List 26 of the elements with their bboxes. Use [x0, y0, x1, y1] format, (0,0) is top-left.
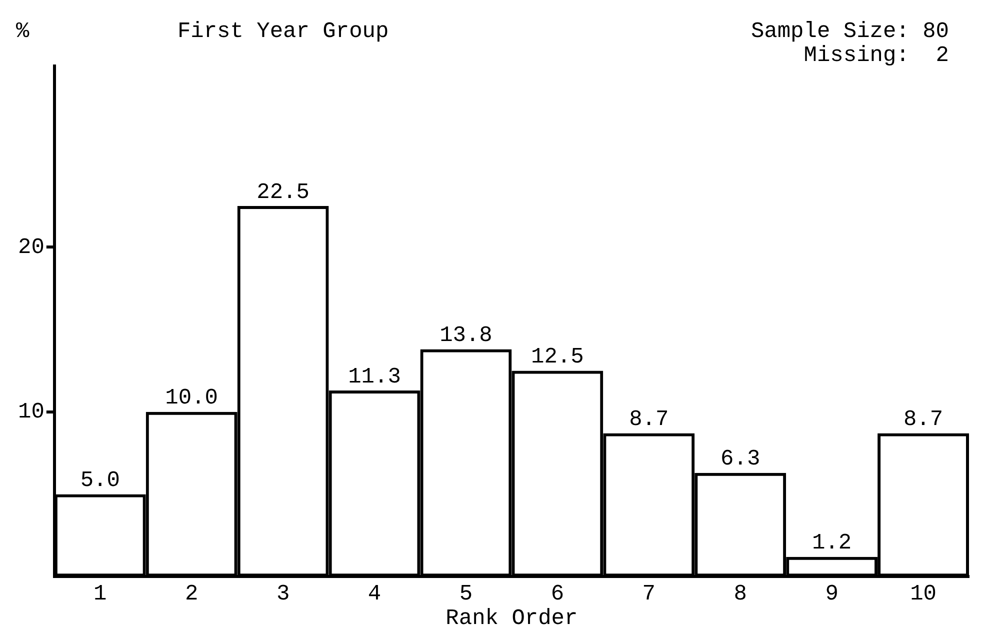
- annotation: Missing: 2: [804, 42, 949, 68]
- y-axis-title: %: [16, 18, 30, 44]
- chart-title: First Year Group: [177, 18, 389, 44]
- data-label: 8.7: [903, 407, 944, 432]
- text: Sample Size: 80: [750, 18, 949, 44]
- data-label: 1.2: [812, 530, 852, 556]
- data-label: 6.3: [720, 446, 760, 472]
- x-tick-label: 4: [368, 582, 382, 607]
- data-label: 10.0: [165, 386, 218, 411]
- x-tick-label: 7: [642, 582, 656, 607]
- data-label: 11.3: [348, 364, 401, 390]
- x-tick-label: 3: [276, 582, 290, 607]
- x-tick-label: 2: [184, 582, 198, 607]
- x-tick-label: 6: [550, 582, 564, 607]
- x-tick-label: 9: [825, 582, 838, 607]
- data-label: 13.8: [440, 323, 492, 348]
- data-label: 5.0: [80, 468, 120, 494]
- x-tick-label: 5: [459, 582, 473, 607]
- x-tick-label: 1: [94, 582, 107, 607]
- x-tick-label: 8: [734, 582, 747, 607]
- data-label: 8.7: [629, 407, 669, 432]
- data-label: 22.5: [256, 180, 310, 205]
- y-tick-label: 20: [18, 235, 44, 260]
- data-label: 12.5: [531, 344, 584, 370]
- x-tick-label: 10: [910, 582, 936, 607]
- x-axis-title: Rank Order: [446, 606, 578, 631]
